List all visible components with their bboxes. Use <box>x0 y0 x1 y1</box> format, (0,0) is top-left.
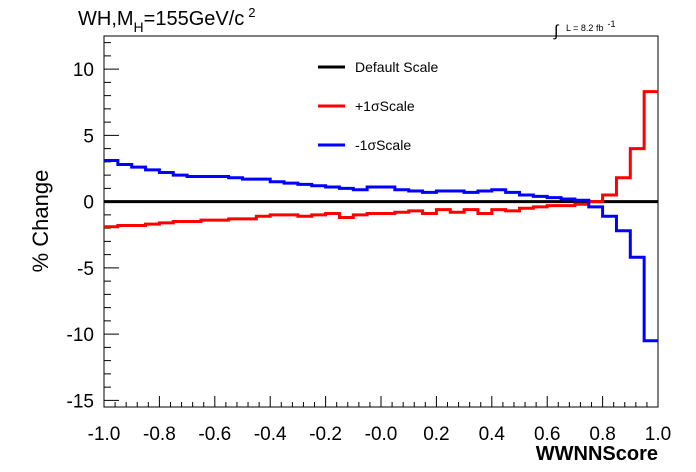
x-tick-label: -1.0 <box>88 424 121 445</box>
x-axis: -1.0 -0.8 -0.6 -0.4 -0.2 -0.0 0.2 0.4 0.6 0.8 1.0 <box>88 396 671 445</box>
y-tick-label: 0 <box>83 193 94 214</box>
x-tick-label: -0.4 <box>254 424 287 445</box>
legend: Default Scale +1σScale -1σScale <box>318 59 438 153</box>
x-tick-label: -0.6 <box>198 424 231 445</box>
y-tick-label: -10 <box>67 325 94 346</box>
luminosity-sign: ∫ <box>553 23 560 40</box>
title-main-text: WH,M <box>78 8 134 30</box>
y-tick-label: 5 <box>83 126 94 147</box>
legend-label-0: Default Scale <box>355 59 438 75</box>
y-tick-label: -5 <box>77 259 94 280</box>
x-tick-label: -0.0 <box>365 424 398 445</box>
legend-label-1: +1σScale <box>355 98 415 114</box>
x-tick-label: 0.4 <box>479 424 506 445</box>
y-axis: 10 5 0 -5 -10 -15 <box>67 42 119 412</box>
x-axis-title: WWNNScore <box>536 443 658 465</box>
title-subscript: H <box>134 19 144 35</box>
x-tick-label: 1.0 <box>645 424 671 445</box>
series-layer <box>104 90 658 343</box>
legend-label-2: -1σScale <box>355 137 411 153</box>
x-tick-label: -0.8 <box>143 424 176 445</box>
x-tick-label: 0.2 <box>423 424 449 445</box>
x-tick-label: 0.6 <box>534 424 560 445</box>
series-line-1 <box>104 90 658 229</box>
y-tick-label: -15 <box>67 391 94 412</box>
luminosity-superscript: -1 <box>607 19 615 29</box>
y-tick-label: 10 <box>73 60 94 81</box>
title-value: =155GeV/c <box>144 8 245 30</box>
x-tick-label: 0.8 <box>589 424 615 445</box>
series-line-2 <box>104 159 658 343</box>
title-superscript: 2 <box>248 5 255 20</box>
chart-title: WH,MH=155GeV/c 2 <box>78 5 256 35</box>
x-tick-label: -0.2 <box>309 424 342 445</box>
y-axis-title: % Change <box>28 170 53 273</box>
luminosity-label: L = 8.2 fb -1 <box>566 19 615 33</box>
